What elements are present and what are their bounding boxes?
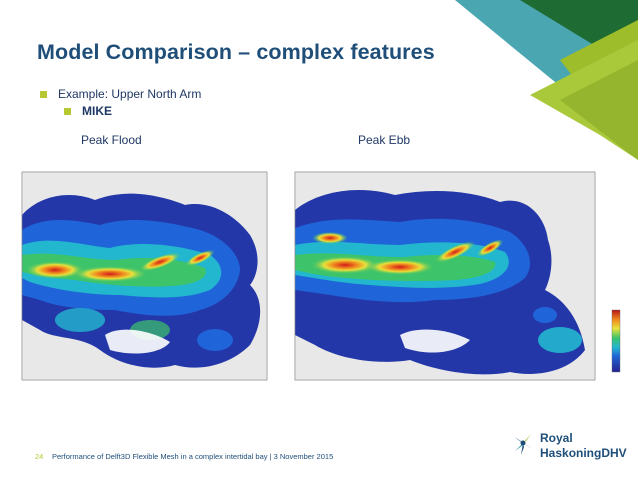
peak-ebb-label: Peak Ebb	[358, 133, 411, 147]
colorbar-legend	[611, 309, 621, 373]
logo-line1: Royal	[540, 431, 573, 445]
sub-bullet-item: MIKE	[64, 104, 112, 118]
bullet-marker-icon	[64, 107, 71, 115]
peak-flood-label: Peak Flood	[81, 133, 142, 147]
corner-triangle-graphic	[455, 0, 638, 160]
bullet-text: Example: Upper North Arm	[58, 87, 202, 101]
sub-bullet-text: MIKE	[82, 104, 112, 118]
map-ebb-figure	[294, 171, 596, 381]
footer-text: Performance of Delft3D Flexible Mesh in …	[52, 452, 334, 461]
royal-haskoning-logo-icon	[514, 434, 533, 455]
logo-line2: HaskoningDHV	[540, 446, 627, 460]
bullet-marker-icon	[40, 90, 47, 98]
bullet-item: Example: Upper North Arm	[40, 87, 201, 101]
map-figures	[21, 171, 621, 381]
page-title: Model Comparison – complex features	[37, 40, 435, 64]
map-flood-figure	[21, 171, 268, 381]
page-number: 24	[35, 452, 44, 461]
